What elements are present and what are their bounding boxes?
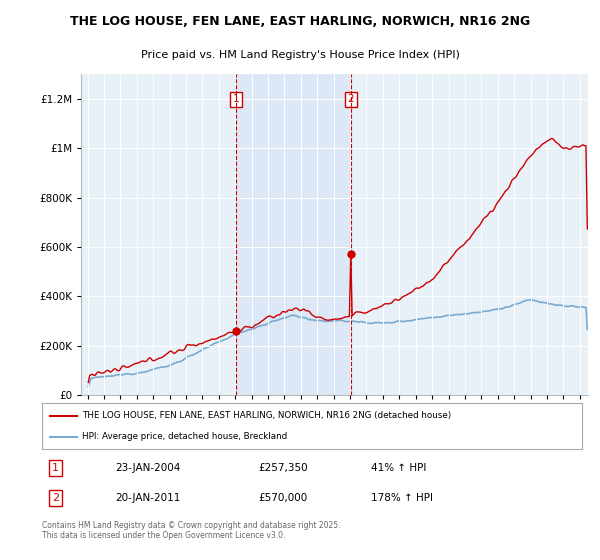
Text: 41% ↑ HPI: 41% ↑ HPI [371,463,427,473]
Text: 1: 1 [52,463,59,473]
Text: THE LOG HOUSE, FEN LANE, EAST HARLING, NORWICH, NR16 2NG (detached house): THE LOG HOUSE, FEN LANE, EAST HARLING, N… [83,411,452,420]
Text: Price paid vs. HM Land Registry's House Price Index (HPI): Price paid vs. HM Land Registry's House … [140,50,460,60]
Text: 2: 2 [347,94,354,104]
Bar [236,74,351,395]
Text: £570,000: £570,000 [258,493,307,503]
Text: £257,350: £257,350 [258,463,308,473]
Text: 1: 1 [233,94,239,104]
Text: 178% ↑ HPI: 178% ↑ HPI [371,493,433,503]
Text: 23-JAN-2004: 23-JAN-2004 [115,463,180,473]
Text: HPI: Average price, detached house, Breckland: HPI: Average price, detached house, Brec… [83,432,288,441]
Text: Contains HM Land Registry data © Crown copyright and database right 2025.
This d: Contains HM Land Registry data © Crown c… [42,521,341,540]
Text: THE LOG HOUSE, FEN LANE, EAST HARLING, NORWICH, NR16 2NG: THE LOG HOUSE, FEN LANE, EAST HARLING, N… [70,15,530,28]
Text: 2: 2 [52,493,59,503]
Text: 20-JAN-2011: 20-JAN-2011 [115,493,180,503]
